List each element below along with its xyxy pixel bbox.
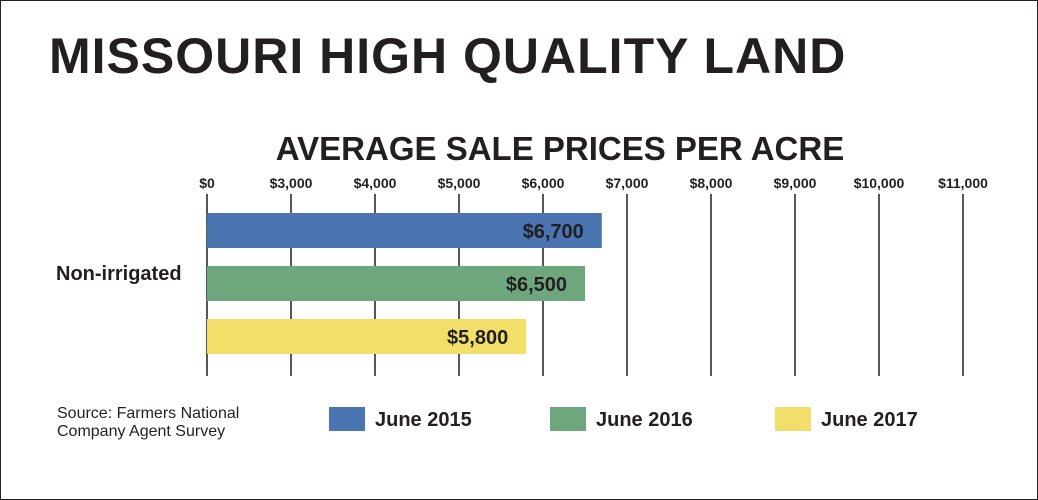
chart-title: AVERAGE SALE PRICES PER ACRE: [276, 130, 844, 167]
legend-label: June 2017: [821, 409, 918, 431]
page-title: MISSOURI HIGH QUALITY LAND: [49, 28, 847, 84]
legend-swatch: [329, 407, 365, 431]
x-tick-label: $0: [199, 175, 215, 191]
bar-value-label: $5,800: [447, 327, 508, 349]
bar: [207, 266, 585, 301]
x-tick-label: $9,000: [774, 175, 817, 191]
legend-swatch: [550, 407, 586, 431]
bar: [207, 213, 602, 248]
x-axis-ticks: $0 $3,000 $4,000 $5,000 $6,000 $7,000 $8,000 $9…: [199, 175, 988, 191]
x-tick-label: $5,000: [438, 175, 481, 191]
x-tick-label: $6,000: [522, 175, 565, 191]
bars: $6,700 $6,500 $5,800: [207, 213, 602, 354]
legend-swatch: [775, 407, 811, 431]
bar-value-label: $6,500: [506, 274, 567, 296]
bar-value-label: $6,700: [523, 221, 584, 243]
x-tick-label: $4,000: [354, 175, 397, 191]
x-tick-label: $3,000: [270, 175, 313, 191]
x-tick-label: $8,000: [690, 175, 733, 191]
bar: [207, 319, 527, 354]
x-tick-label: $10,000: [854, 175, 905, 191]
x-tick-label: $11,000: [938, 175, 988, 191]
source-note-line-1: Source: Farmers National: [57, 405, 240, 422]
legend-label: June 2016: [596, 409, 693, 431]
category-label: Non-irrigated: [56, 263, 182, 285]
x-tick-label: $7,000: [606, 175, 649, 191]
source-note-line-2: Company Agent Survey: [57, 423, 226, 440]
legend-label: June 2015: [375, 409, 472, 431]
